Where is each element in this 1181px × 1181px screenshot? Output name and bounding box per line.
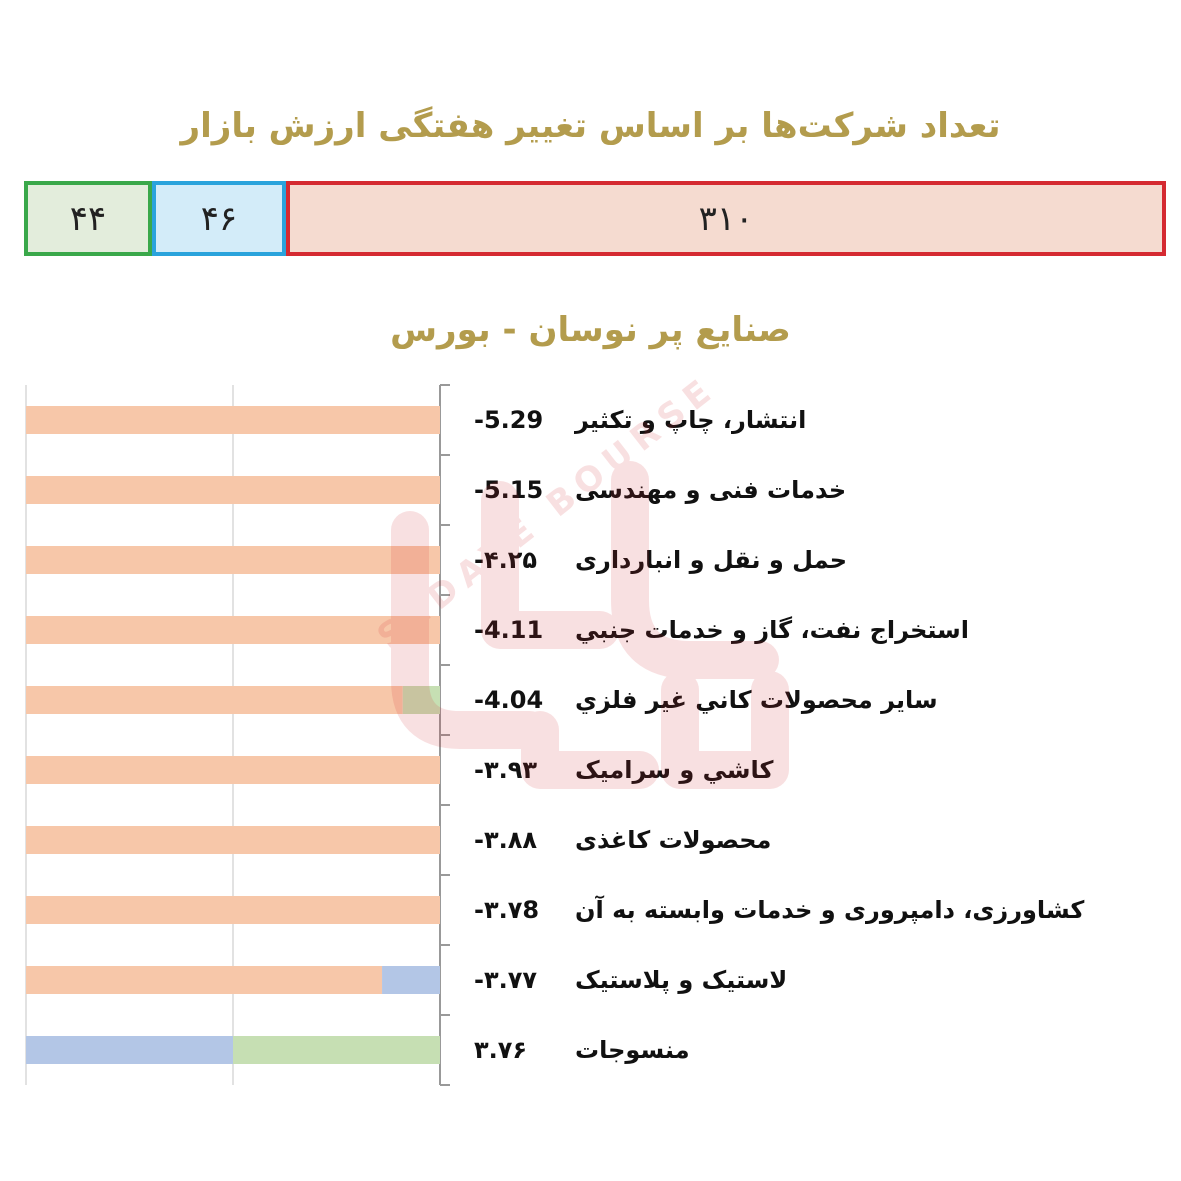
bar-segment bbox=[402, 686, 440, 714]
bar-segment bbox=[26, 756, 440, 784]
industry-value: -5.15 bbox=[474, 476, 544, 504]
industry-name: حمل و نقل و انبارداری bbox=[575, 546, 847, 574]
industry-value: -۴.۲۵ bbox=[474, 546, 538, 574]
industry-name: منسوجات bbox=[575, 1036, 690, 1064]
industry-row-label: -5.29 انتشار، چاپ و تکثير bbox=[0, 400, 1181, 440]
industry-name: محصولات کاغذی bbox=[575, 826, 772, 854]
industry-name: کاشي و سراميک bbox=[575, 756, 774, 784]
bar-segment bbox=[26, 686, 403, 714]
bar-segment bbox=[26, 476, 440, 504]
chart-title: تعداد شرکت‌ها بر اساس تغییر هفتگی ارزش ب… bbox=[180, 106, 1001, 146]
industry-row-label: -5.15 خدمات فنی و مهندسی bbox=[0, 470, 1181, 510]
industry-value: -۳.۷۷ bbox=[474, 966, 538, 994]
count-blue-segment: ۴۶ bbox=[152, 181, 286, 256]
industry-value: -4.04 bbox=[474, 686, 544, 714]
industry-name: کشاورزی، دامپروری و خدمات وابسته به آن bbox=[575, 896, 1085, 924]
industry-value: -4.11 bbox=[474, 616, 544, 644]
industry-bar-chart bbox=[25, 384, 450, 1086]
bar-segment bbox=[26, 826, 440, 854]
industry-name: استخراج نفت، گاز و خدمات جنبي bbox=[575, 616, 969, 644]
industry-row-label: -4.04 ساير محصولات کاني غير فلزي bbox=[0, 680, 1181, 720]
count-green-segment: ۴۴ bbox=[24, 181, 152, 256]
count-red-segment: ۳۱۰ bbox=[286, 181, 1166, 256]
bar-segment bbox=[26, 1036, 233, 1064]
industry-row-label: -۴.۲۵ حمل و نقل و انبارداری bbox=[0, 540, 1181, 580]
industry-row-label: -4.11 استخراج نفت، گاز و خدمات جنبي bbox=[0, 610, 1181, 650]
industry-name: ساير محصولات کاني غير فلزي bbox=[575, 686, 938, 714]
bar-segment bbox=[26, 546, 440, 574]
industry-value: -۳.۷8 bbox=[474, 896, 540, 924]
industry-row-label: -۳.۸۸ محصولات کاغذی bbox=[0, 820, 1181, 860]
industry-name: انتشار، چاپ و تکثير bbox=[575, 406, 807, 434]
industry-name: لاستيک و پلاستيک bbox=[575, 966, 788, 994]
bar-segment bbox=[26, 896, 440, 924]
bar-segment bbox=[382, 966, 440, 994]
industry-name: خدمات فنی و مهندسی bbox=[575, 476, 847, 504]
industry-row-label: -۳.۷8 کشاورزی، دامپروری و خدمات وابسته به… bbox=[0, 890, 1181, 930]
industry-value: -۳.۸۸ bbox=[474, 826, 538, 854]
industry-row-label: -۳.۷۷ لاستيک و پلاستيک bbox=[0, 960, 1181, 1000]
industry-value: -5.29 bbox=[474, 406, 544, 434]
bar-segment bbox=[26, 406, 440, 434]
bar-segment bbox=[233, 1036, 440, 1064]
bar-segment bbox=[26, 616, 440, 644]
bar-segment bbox=[26, 966, 383, 994]
industry-value: ۳.۷۶ bbox=[474, 1036, 528, 1064]
industry-row-label: -۳.۹۳ کاشي و سراميک bbox=[0, 750, 1181, 790]
summary-count-bar: ۴۴ ۴۶ ۳۱۰ bbox=[24, 181, 1166, 256]
industry-value: -۳.۹۳ bbox=[474, 756, 538, 784]
industry-row-label: ۳.۷۶ منسوجات bbox=[0, 1030, 1181, 1070]
section-title: صنایع پر نوسان - بورس bbox=[390, 310, 791, 350]
